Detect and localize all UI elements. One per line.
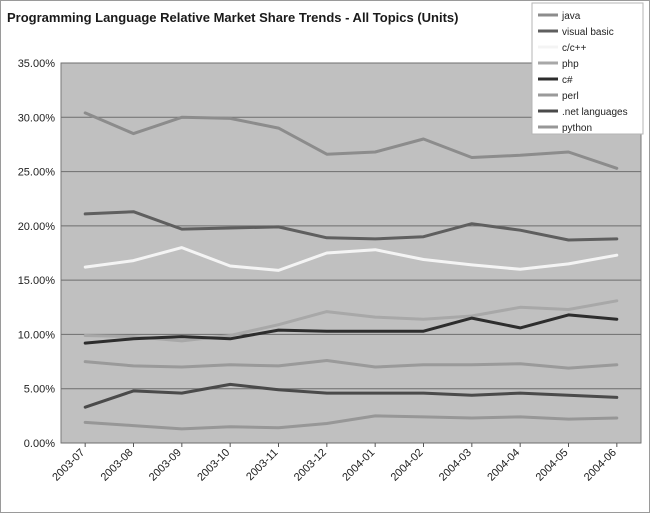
- y-tick-label: 20.00%: [18, 221, 56, 233]
- series-line-c-c: [83, 246, 619, 272]
- series-line-java: [83, 111, 619, 170]
- legend-label-visual-basic: visual basic: [562, 27, 614, 38]
- x-tick-label: 2004-01: [340, 447, 377, 484]
- legend-label-net-languages: .net languages: [562, 107, 628, 118]
- series-line-net-languages: [83, 382, 619, 409]
- legend: java visual basic c/c++ php c# perl .net langu…: [531, 2, 644, 135]
- series-line-perl: [83, 359, 619, 370]
- x-tick-label: 2003-11: [244, 447, 280, 483]
- y-tick-label: 5.00%: [24, 384, 55, 396]
- x-tick-label: 2004-05: [534, 447, 571, 484]
- x-tick-label: 2003-07: [50, 447, 87, 484]
- series-line-python: [83, 414, 619, 431]
- series-line-c: [83, 313, 619, 345]
- x-tick-label: 2004-04: [485, 447, 522, 484]
- y-tick-label: 25.00%: [18, 167, 56, 179]
- x-tick-label: 2004-02: [389, 447, 426, 484]
- x-tick-label: 2004-06: [582, 447, 619, 484]
- legend-label-java: java: [561, 11, 581, 22]
- x-tick-label: 2003-10: [195, 447, 232, 484]
- legend-label-perl: perl: [562, 91, 579, 102]
- y-tick-label: 15.00%: [18, 275, 56, 287]
- legend-label-php: php: [562, 59, 579, 70]
- y-tick-label: 30.00%: [18, 112, 56, 124]
- chart-title: Programming Language Relative Market Sha…: [7, 10, 458, 25]
- series-line-visual-basic: [83, 210, 619, 242]
- x-tick-label: 2003-12: [292, 447, 329, 484]
- y-tick-label: 10.00%: [18, 329, 56, 341]
- x-tick-label: 2004-03: [437, 447, 474, 484]
- legend-label-c: c#: [562, 75, 573, 86]
- legend-label-python: python: [562, 123, 592, 134]
- y-tick-label: 35.00%: [18, 58, 56, 70]
- legend-label-c-c: c/c++: [562, 43, 587, 54]
- x-tick-label: 2003-09: [147, 447, 184, 484]
- x-tick-label: 2003-08: [99, 447, 136, 484]
- y-tick-label: 0.00%: [24, 438, 55, 450]
- series-line-php: [83, 299, 619, 343]
